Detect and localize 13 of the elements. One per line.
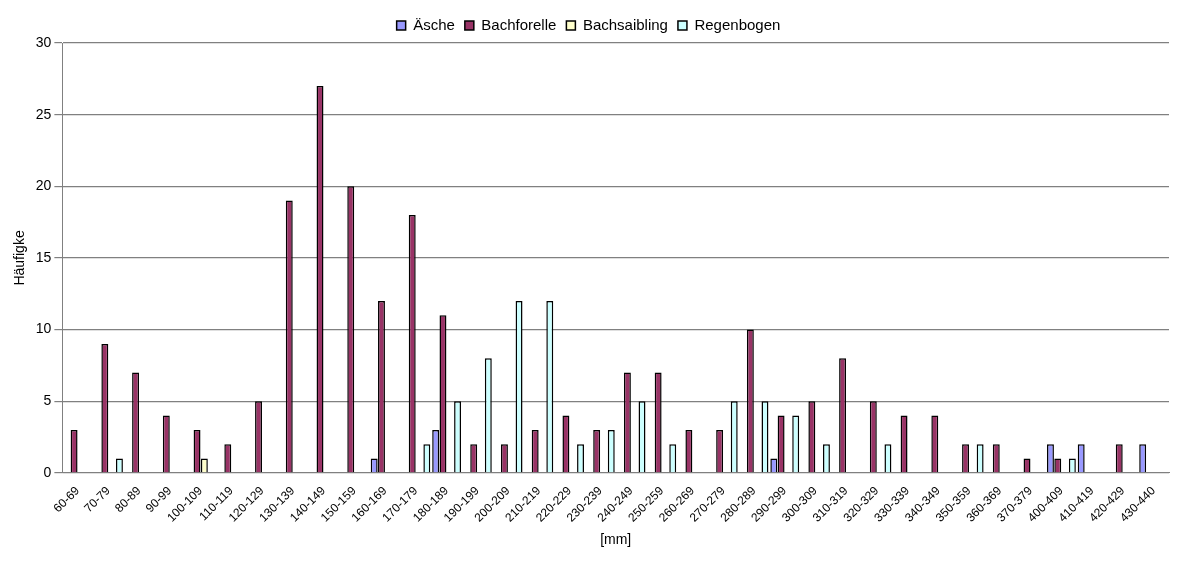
y-tick-label: 30 [35, 33, 52, 50]
y-tick-label: 0 [43, 463, 52, 480]
legend-label: Bachsaibling [582, 15, 668, 33]
y-tick-label: 10 [35, 320, 52, 337]
x-axis-title: [mm] [600, 531, 632, 548]
y-axis-title: Häufigke [11, 230, 28, 286]
y-tick-label: 20 [35, 177, 52, 194]
y-tick-label: 15 [35, 248, 52, 265]
legend-label: Bachforelle [481, 15, 557, 33]
y-tick-label: 25 [35, 105, 52, 122]
legend-label: Regenbogen [694, 15, 781, 33]
y-tick-label: 5 [43, 392, 52, 409]
legend-label: Äsche [413, 15, 455, 33]
